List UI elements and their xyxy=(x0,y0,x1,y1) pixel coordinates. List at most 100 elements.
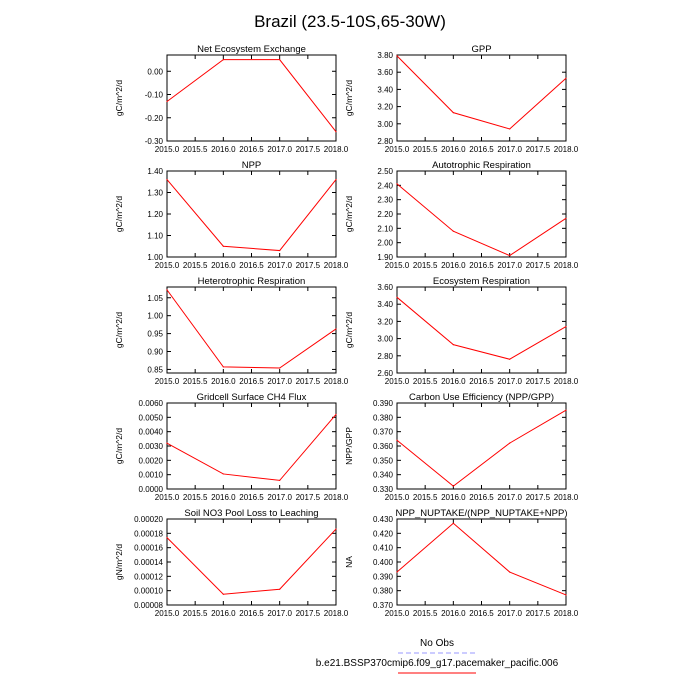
x-tick-label: 2017.5 xyxy=(296,145,321,154)
y-axis-label: NA xyxy=(344,556,354,568)
x-tick-label: 2016.0 xyxy=(441,261,466,270)
x-tick-label: 2015.0 xyxy=(385,377,410,386)
chart-panel-3: NPP 2015.0 2015.5 2016.0 2016.5 2017.0 2017.5 2… xyxy=(114,160,349,270)
x-tick-label: 2016.5 xyxy=(469,609,494,618)
panel-title: Ecosystem Respiration xyxy=(433,276,530,287)
x-tick-label: 2018.0 xyxy=(324,609,349,618)
data-point xyxy=(565,409,567,411)
plot-frame xyxy=(166,402,337,490)
y-tick-label: 0.0020 xyxy=(139,456,164,465)
data-point xyxy=(396,296,398,298)
x-tick-label: 2017.0 xyxy=(267,261,292,270)
x-tick-label: 2017.5 xyxy=(526,609,551,618)
x-tick-label: 2015.0 xyxy=(385,145,410,154)
y-tick-label: 0.00008 xyxy=(134,601,163,610)
y-tick-label: 0.340 xyxy=(373,471,394,480)
y-tick-label: 0.90 xyxy=(147,348,163,357)
y-tick-label: 0.380 xyxy=(373,413,394,422)
x-tick-label: 2017.5 xyxy=(526,145,551,154)
series-line xyxy=(396,296,567,360)
panel-title: Net Ecosystem Exchange xyxy=(197,44,306,55)
y-tick-label: 1.00 xyxy=(147,253,163,262)
plot-frame xyxy=(396,54,567,142)
data-point xyxy=(279,367,281,369)
data-point xyxy=(279,479,281,481)
data-point xyxy=(452,485,454,487)
series-line xyxy=(166,414,337,481)
series-line xyxy=(396,409,567,487)
x-tick-label: 2017.5 xyxy=(526,377,551,386)
data-point xyxy=(166,100,168,103)
x-tick-label: 2017.5 xyxy=(296,377,321,386)
x-tick-label: 2016.5 xyxy=(239,145,264,154)
x-tick-label: 2017.5 xyxy=(296,261,321,270)
y-tick-label: 3.60 xyxy=(377,283,393,292)
x-tick-label: 2018.0 xyxy=(324,261,349,270)
y-axis-label: gN/m^2/d xyxy=(114,544,124,580)
y-tick-label: 0.400 xyxy=(373,558,394,567)
x-tick-label: 2018.0 xyxy=(554,377,579,386)
y-tick-label: 1.90 xyxy=(377,253,393,262)
plot-frame xyxy=(166,286,337,374)
plot-frame xyxy=(166,170,337,258)
data-point xyxy=(452,344,454,346)
x-tick-label: 2015.5 xyxy=(183,377,208,386)
y-tick-label: 3.00 xyxy=(377,335,393,344)
y-tick-label: 2.40 xyxy=(377,181,393,190)
x-tick-label: 2015.5 xyxy=(183,261,208,270)
y-tick-label: -0.30 xyxy=(145,137,164,146)
x-tick-label: 2015.0 xyxy=(155,145,180,154)
y-tick-label: 0.390 xyxy=(373,399,394,408)
y-tick-label: 2.80 xyxy=(377,137,393,146)
y-tick-label: 1.20 xyxy=(147,210,163,219)
y-tick-label: 1.30 xyxy=(147,189,163,198)
data-point xyxy=(565,217,567,219)
y-tick-label: 0.390 xyxy=(373,572,394,581)
y-tick-label: 0.0060 xyxy=(139,399,164,408)
data-point xyxy=(565,77,567,79)
y-axis-label: gC/m^2/d xyxy=(344,312,354,348)
x-tick-label: 2017.0 xyxy=(497,261,522,270)
y-tick-label: 0.00016 xyxy=(134,544,163,553)
x-tick-label: 2017.0 xyxy=(267,609,292,618)
y-tick-label: 1.00 xyxy=(147,312,163,321)
y-axis-label: gC/m^2/d xyxy=(344,80,354,116)
y-axis-label: NPP/GPP xyxy=(344,427,354,465)
y-tick-label: 0.0040 xyxy=(139,428,164,437)
data-point xyxy=(396,571,398,573)
data-point xyxy=(509,128,511,130)
x-tick-label: 2015.5 xyxy=(413,261,438,270)
data-point xyxy=(335,179,337,181)
plot-frame xyxy=(166,54,337,142)
y-tick-label: 0.00018 xyxy=(134,529,163,538)
x-tick-label: 2015.5 xyxy=(413,609,438,618)
panel-title: Carbon Use Efficiency (NPP/GPP) xyxy=(409,392,554,403)
x-tick-label: 2017.0 xyxy=(267,493,292,502)
x-tick-label: 2015.0 xyxy=(155,261,180,270)
panel-title: Soil NO3 Pool Loss to Leaching xyxy=(184,508,318,519)
y-tick-label: 0.00020 xyxy=(134,515,163,524)
chart-panel-8: Carbon Use Efficiency (NPP/GPP)2015.0 201… xyxy=(344,392,579,502)
y-tick-label: 3.80 xyxy=(377,51,393,60)
x-tick-label: 2018.0 xyxy=(324,377,349,386)
y-tick-label: 0.0000 xyxy=(139,485,164,494)
data-point xyxy=(166,179,168,181)
series-line xyxy=(166,179,337,252)
y-tick-label: 3.20 xyxy=(377,317,393,326)
data-point xyxy=(396,55,398,57)
y-tick-label: 0.85 xyxy=(147,365,163,374)
legend-model-label: b.e21.BSSP370cmip6.f09_g17.pacemaker_pac… xyxy=(316,658,559,669)
x-tick-label: 2015.0 xyxy=(385,609,410,618)
data-point xyxy=(452,112,454,114)
y-tick-label: 0.430 xyxy=(373,515,394,524)
data-point xyxy=(509,358,511,360)
series-line xyxy=(396,55,567,130)
data-point xyxy=(222,473,224,475)
chart-panel-1: Net Ecosystem Exchange 2015.0 2015.5 2016.0… xyxy=(114,44,349,154)
figure-title: Brazil (23.5-10S,65-30W) xyxy=(254,12,446,31)
data-point xyxy=(335,413,337,416)
chart-panel-10: NPP_NUPTAKE/(NPP_NUPTAKE+NPP) 2015.0 2015.… xyxy=(344,508,579,618)
series-line xyxy=(166,59,337,133)
x-tick-label: 2017.5 xyxy=(526,261,551,270)
